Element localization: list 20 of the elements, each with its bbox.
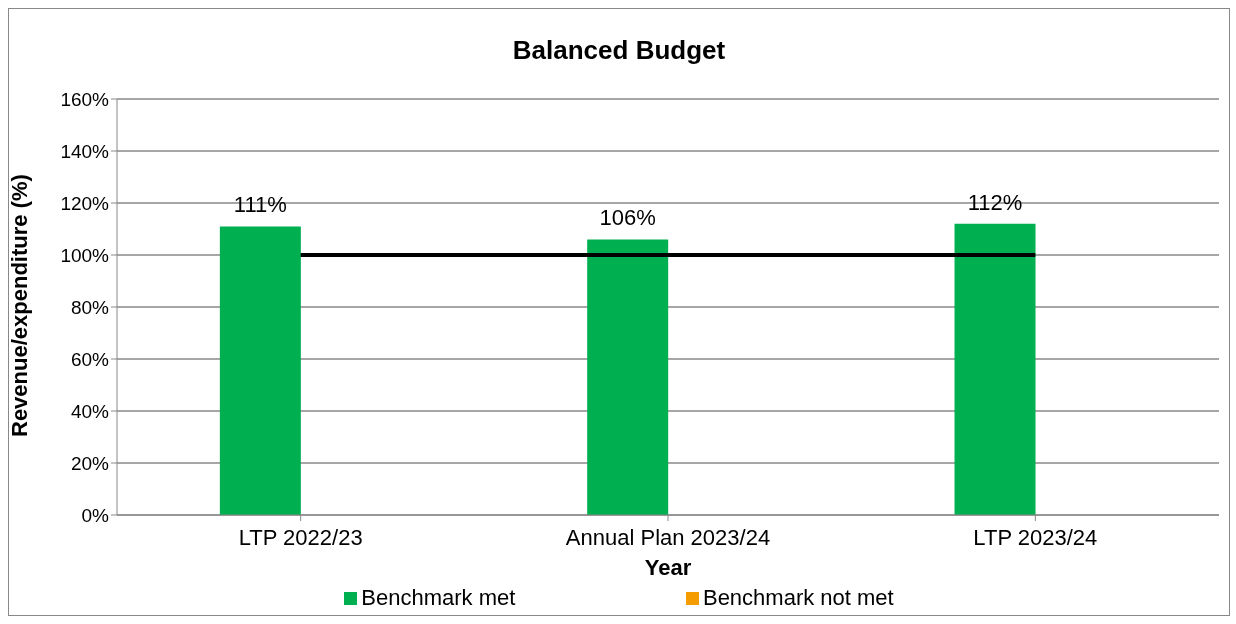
y-tick-label: 20% [70, 452, 110, 474]
x-tick-label: LTP 2022/23 [238, 524, 363, 550]
y-tick-label: 0% [81, 504, 110, 526]
legend-label: Benchmark not met [701, 585, 894, 611]
x-tick-label: Annual Plan 2023/24 [565, 524, 771, 550]
chart-title: Balanced Budget [511, 35, 727, 66]
y-tick-label: 160% [60, 88, 110, 110]
data-label: 112% [967, 189, 1023, 215]
y-tick-label: 120% [60, 192, 110, 214]
y-tick-label: 80% [70, 296, 110, 318]
y-axis-title: Revenue/expenditure (%) [6, 174, 32, 437]
data-label: 106% [599, 205, 656, 231]
data-label: 111% [233, 192, 287, 218]
legend-label: Benchmark met [360, 585, 516, 611]
y-tick-label: 60% [70, 348, 110, 370]
x-tick-label: LTP 2023/24 [973, 524, 1098, 550]
y-tick-label: 140% [60, 140, 110, 162]
x-axis-title: Year [644, 554, 692, 580]
y-tick-label: 100% [60, 244, 110, 266]
y-tick-label: 40% [70, 400, 110, 422]
